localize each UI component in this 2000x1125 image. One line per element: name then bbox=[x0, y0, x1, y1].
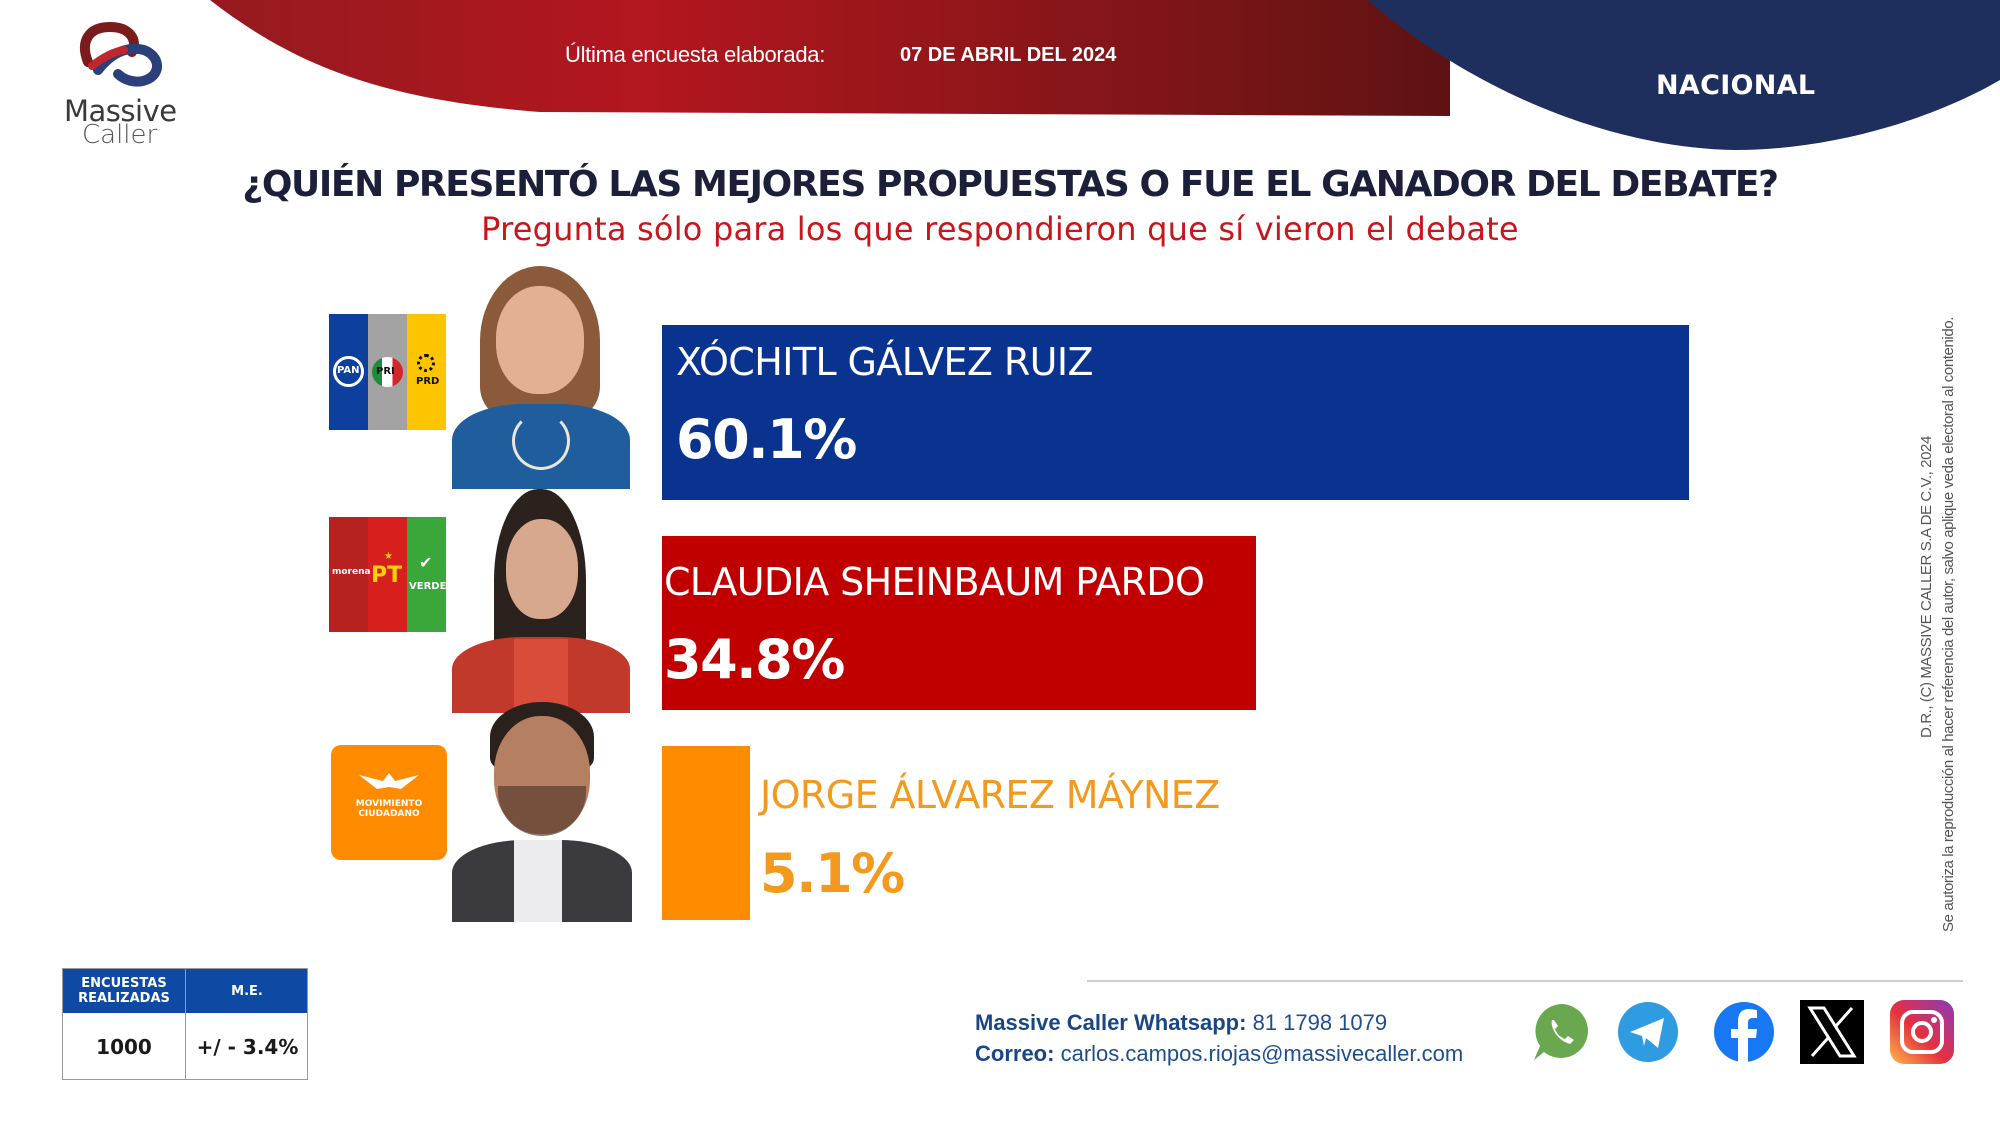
percent-xochitl: 60.1% bbox=[676, 408, 857, 471]
massive-caller-logo: Massive Caller bbox=[60, 22, 190, 152]
whatsapp-number[interactable]: 81 1798 1079 bbox=[1252, 1010, 1388, 1035]
verde-toucan-icon: ✔ bbox=[419, 555, 433, 572]
party-logo-morena-pt-verde: morena PT ★ ✔ VERDE bbox=[329, 517, 446, 632]
logo-word-caller: Caller bbox=[82, 120, 158, 150]
red-header-shape bbox=[210, 0, 1450, 116]
stats-header-me: M.E. bbox=[231, 983, 263, 999]
candidate-name-jorge: JORGE ÁLVAREZ MÁYNEZ bbox=[760, 773, 1220, 817]
legal-reproduction-notice: Se autoriza la reproducción al hacer ref… bbox=[1940, 316, 1957, 932]
stats-divider bbox=[185, 969, 186, 1079]
prd-label: PRD bbox=[416, 376, 440, 387]
party-logo-movimiento-ciudadano: MOVIMIENTO CIUDADANO bbox=[331, 745, 447, 860]
morena-label: morena bbox=[332, 567, 371, 577]
survey-date-label: Última encuesta elaborada: bbox=[565, 42, 826, 67]
bar-jorge bbox=[662, 746, 750, 920]
whatsapp-label: Massive Caller Whatsapp: bbox=[975, 1010, 1247, 1035]
logo-mark-icon bbox=[80, 22, 162, 87]
party-logo-pan-pri-prd: PAN PRI PRD bbox=[329, 314, 446, 430]
stats-header-encuestas: ENCUESTAS REALIZADAS bbox=[78, 976, 170, 1006]
mc-label: MOVIMIENTO CIUDADANO bbox=[355, 799, 423, 819]
email-label: Correo: bbox=[975, 1041, 1055, 1066]
bar-claudia bbox=[662, 536, 1256, 710]
candidate-photo-xochitl bbox=[452, 264, 630, 489]
pri-label: PRI bbox=[376, 366, 395, 377]
contact-email: Correo: carlos.campos.riojas@massivecall… bbox=[975, 1041, 1463, 1067]
email-address[interactable]: carlos.campos.riojas@massivecaller.com bbox=[1060, 1041, 1464, 1066]
header-background bbox=[210, 0, 2000, 150]
navy-header-shape bbox=[1368, 0, 2000, 150]
pan-icon bbox=[333, 356, 364, 387]
chart-title: ¿QUIÉN PRESENTÓ LAS MEJORES PROPUESTAS O… bbox=[242, 164, 1779, 205]
candidate-photo-claudia bbox=[452, 489, 630, 713]
survey-date-value: 07 DE ABRIL DEL 2024 bbox=[900, 44, 1117, 66]
facebook-icon[interactable] bbox=[1712, 1000, 1776, 1064]
candidate-photo-jorge bbox=[452, 700, 632, 922]
legal-copyright: D.R., (C) MASSIVE CALLER S.A DE C.V., 20… bbox=[1918, 436, 1935, 738]
region-label: NACIONAL bbox=[1656, 70, 1816, 101]
pt-label: PT bbox=[371, 563, 403, 588]
chart-subtitle: Pregunta sólo para los que respondieron … bbox=[481, 210, 1519, 248]
percent-claudia: 34.8% bbox=[664, 628, 845, 691]
whatsapp-icon[interactable] bbox=[1530, 1000, 1594, 1064]
x-icon[interactable] bbox=[1800, 1000, 1864, 1064]
pri-icon bbox=[372, 357, 403, 387]
telegram-icon[interactable] bbox=[1616, 1000, 1680, 1064]
logo-word-massive: Massive bbox=[64, 94, 177, 128]
stats-value-encuestas: 1000 bbox=[96, 1034, 152, 1059]
footer-divider bbox=[1087, 980, 1963, 982]
stats-value-me: +/ - 3.4% bbox=[196, 1034, 299, 1059]
contact-whatsapp: Massive Caller Whatsapp: 81 1798 1079 bbox=[975, 1010, 1387, 1036]
survey-stats-table: ENCUESTAS REALIZADAS M.E. 1000 +/ - 3.4% bbox=[62, 968, 308, 1080]
candidate-name-xochitl: XÓCHITL GÁLVEZ RUIZ bbox=[676, 340, 1094, 384]
prd-sun-icon bbox=[417, 354, 435, 372]
pt-star-icon: ★ bbox=[384, 551, 393, 562]
mc-eagle-icon bbox=[359, 773, 419, 793]
candidate-name-claudia: CLAUDIA SHEINBAUM PARDO bbox=[664, 560, 1205, 604]
verde-label: VERDE bbox=[409, 581, 446, 592]
bar-xochitl bbox=[662, 325, 1689, 500]
percent-jorge: 5.1% bbox=[760, 842, 905, 905]
instagram-icon[interactable] bbox=[1890, 1000, 1954, 1064]
pan-label: PAN bbox=[337, 365, 360, 376]
